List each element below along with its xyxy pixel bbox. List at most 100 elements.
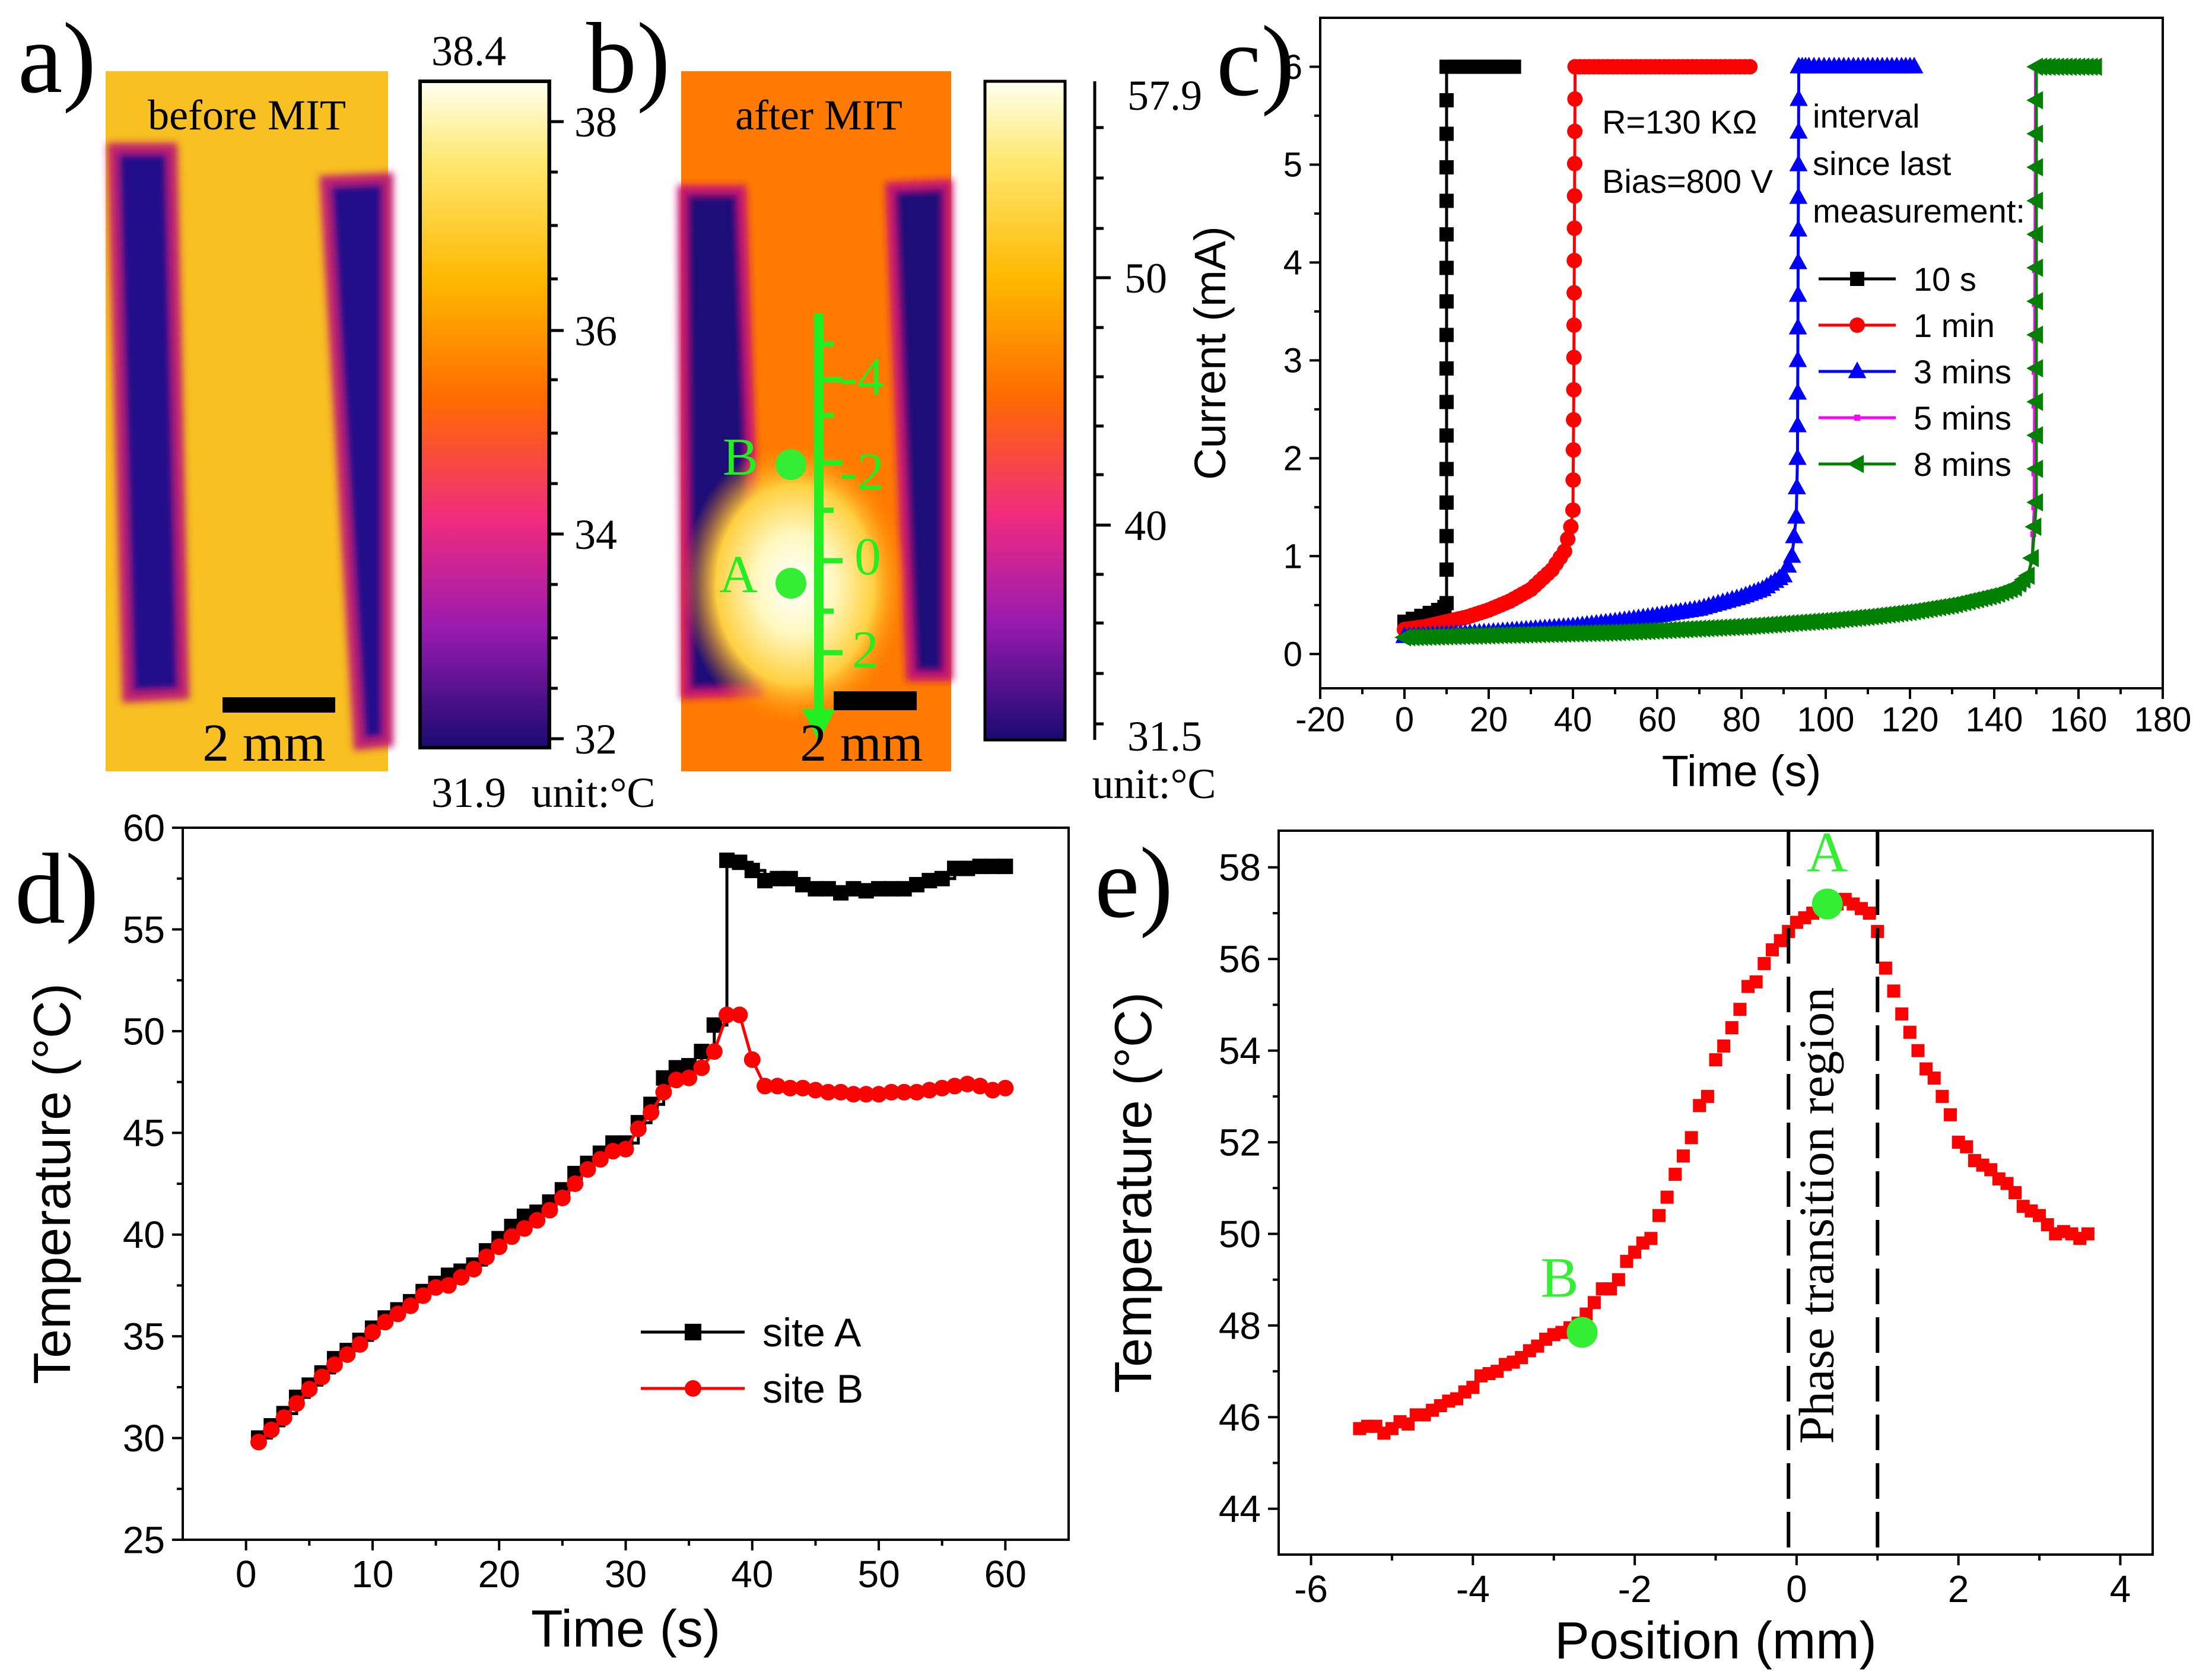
colorbar-b-tick: 50: [1124, 255, 1167, 302]
y-tick-label: 1: [1283, 538, 1302, 576]
data-point: [1439, 529, 1454, 544]
data-point: [1936, 1089, 1949, 1103]
data-point: [579, 1161, 596, 1178]
data-point: [832, 1083, 850, 1101]
data-point: [503, 1228, 520, 1245]
data-point: [389, 1305, 406, 1323]
y-tick-label: 2: [1283, 440, 1302, 478]
data-point: [1466, 1381, 1480, 1394]
data-point: [1566, 382, 1582, 398]
data-point: [819, 1083, 837, 1101]
data-point: [592, 1151, 609, 1168]
data-point: [554, 1190, 571, 1206]
data-point: [1566, 220, 1582, 236]
x-tick-label: 80: [1722, 701, 1761, 739]
scale-bar-b: [834, 691, 917, 710]
ruler-tick: 0: [854, 527, 881, 586]
data-point: [719, 1006, 736, 1024]
data-point: [1439, 361, 1454, 376]
data-point: [491, 1238, 508, 1256]
data-point: [908, 1083, 926, 1101]
data-point: [2026, 292, 2043, 311]
legend-label: 1 min: [1914, 307, 1995, 344]
caption-before-mit: before MIT: [148, 91, 346, 139]
data-point: [1782, 546, 1801, 563]
data-point: [1567, 123, 1583, 139]
data-point: [1560, 531, 1576, 547]
y-tick-label: 6: [1283, 48, 1302, 87]
data-point: [1725, 1021, 1739, 1035]
point-a-marker: [776, 568, 806, 599]
legend-label: site A: [762, 1310, 862, 1355]
data-point: [1903, 1025, 1917, 1039]
data-point: [1749, 975, 1763, 989]
data-point: [1757, 956, 1771, 970]
legend-label: 5 mins: [1914, 399, 2011, 437]
data-point: [1778, 555, 1797, 573]
data-point: [2026, 158, 2043, 177]
y-tick-label: 56: [1219, 938, 1261, 981]
data-point: [2026, 325, 2043, 344]
data-point: [1789, 89, 1808, 106]
annotation-bias: Bias=800 V: [1602, 163, 1774, 200]
x-tick-label: 20: [478, 1553, 520, 1596]
y-tick-label: 60: [123, 806, 165, 849]
data-point: [1709, 1053, 1722, 1067]
series-line: [1404, 65, 1750, 631]
chart-c: -20 0 20 40 60 80 100 120 140 160 180 0 1 2 3 4 5 6 Time (…: [1186, 17, 2191, 796]
colorbar-a-tick: 32: [574, 716, 617, 763]
y-tick-label: 3: [1283, 342, 1302, 380]
data-point: [2026, 426, 2043, 445]
data-point: [1676, 1149, 1690, 1163]
y-tick-label: 54: [1219, 1029, 1261, 1072]
data-point: [351, 1336, 368, 1353]
data-point: [1887, 984, 1900, 998]
data-point: [1668, 1168, 1682, 1181]
legend-marker: [1850, 272, 1864, 286]
ruler-tick: 2: [852, 621, 879, 679]
data-point: [1566, 285, 1582, 301]
data-point: [1927, 1071, 1941, 1085]
legend-title-line-2: since last: [1813, 145, 1952, 182]
data-point: [1439, 462, 1454, 476]
data-point: [1439, 294, 1454, 309]
data-point: [516, 1220, 533, 1237]
colorbar-a-max: 38.4: [431, 27, 506, 75]
point-a-label: A: [1807, 821, 1848, 884]
data-point: [743, 1051, 761, 1068]
panel-d: d) 0 10 20 30 40 50 60 25 30 35 40 45 50 55 60 Time (s)…: [15, 806, 1070, 1658]
data-point: [2085, 58, 2102, 76]
data-point: [883, 1083, 900, 1101]
point-a-label: A: [719, 545, 758, 604]
data-point: [1863, 906, 1876, 920]
point-a-marker: [1811, 888, 1843, 920]
data-point: [1439, 227, 1454, 241]
data-point: [2026, 125, 2043, 143]
y-tick-label: 25: [123, 1518, 165, 1561]
data-point: [1789, 122, 1808, 139]
point-b-marker: [776, 449, 806, 480]
x-axis-label: Time (s): [531, 1599, 720, 1658]
x-tick-label: -20: [1295, 701, 1345, 739]
data-point: [2018, 566, 2035, 585]
y-tick-label: 50: [1219, 1213, 1261, 1256]
data-point: [364, 1324, 381, 1341]
data-point: [478, 1248, 495, 1266]
plot-frame: [182, 827, 1070, 1541]
data-point: [2026, 459, 2043, 478]
data-point: [921, 1082, 938, 1099]
data-point: [1439, 126, 1454, 141]
data-point: [1944, 1108, 1957, 1121]
data-point: [1507, 59, 1521, 74]
x-tick-label: 30: [605, 1553, 647, 1596]
data-point: [757, 1078, 774, 1095]
data-point: [288, 1395, 305, 1412]
x-tick-label: -2: [1618, 1568, 1652, 1610]
data-point: [1439, 160, 1454, 174]
data-point: [313, 1368, 330, 1385]
data-point: [1566, 412, 1582, 428]
data-point: [2026, 258, 2043, 277]
